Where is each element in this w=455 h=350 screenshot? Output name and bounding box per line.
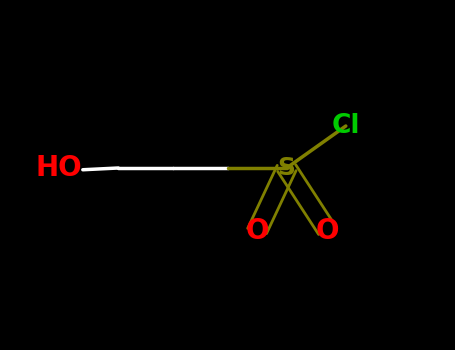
Text: O: O bbox=[316, 217, 339, 245]
Text: HO: HO bbox=[36, 154, 82, 182]
Text: S: S bbox=[278, 156, 296, 180]
Text: Cl: Cl bbox=[332, 113, 360, 139]
Text: O: O bbox=[245, 217, 269, 245]
